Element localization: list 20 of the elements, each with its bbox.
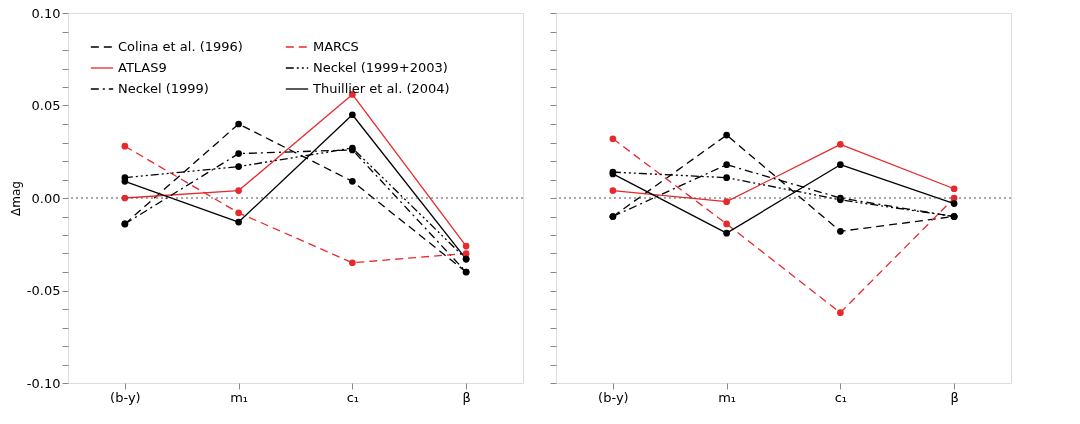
x-tick-label: β (950, 389, 959, 405)
legend-label: Neckel (1999) (118, 81, 209, 96)
x-tick-label: m₁ (718, 389, 737, 405)
legend-label: Neckel (1999+2003) (313, 60, 448, 75)
y-tick-label: 0.00 (31, 190, 61, 206)
y-axis-title: Δmag (8, 181, 23, 216)
legend-label: Colina et al. (1996) (118, 39, 243, 54)
x-tick-label: (b-y) (110, 389, 141, 405)
y-tick-label: -0.05 (26, 283, 61, 298)
x-tick-label: (b-y) (598, 389, 629, 405)
x-tick-label: m₁ (230, 389, 249, 405)
x-tick-label: β (462, 389, 471, 405)
x-tick-label: c₁ (346, 389, 360, 405)
legend-label: MARCS (313, 39, 359, 54)
y-tick-label: 0.05 (31, 98, 61, 113)
legend-label: Thuillier et al. (2004) (312, 81, 450, 96)
y-tick-label: -0.10 (26, 375, 61, 391)
x-tick-label: c₁ (834, 389, 848, 405)
legend-label: ATLAS9 (118, 60, 167, 75)
y-tick-label: 0.10 (31, 5, 61, 21)
